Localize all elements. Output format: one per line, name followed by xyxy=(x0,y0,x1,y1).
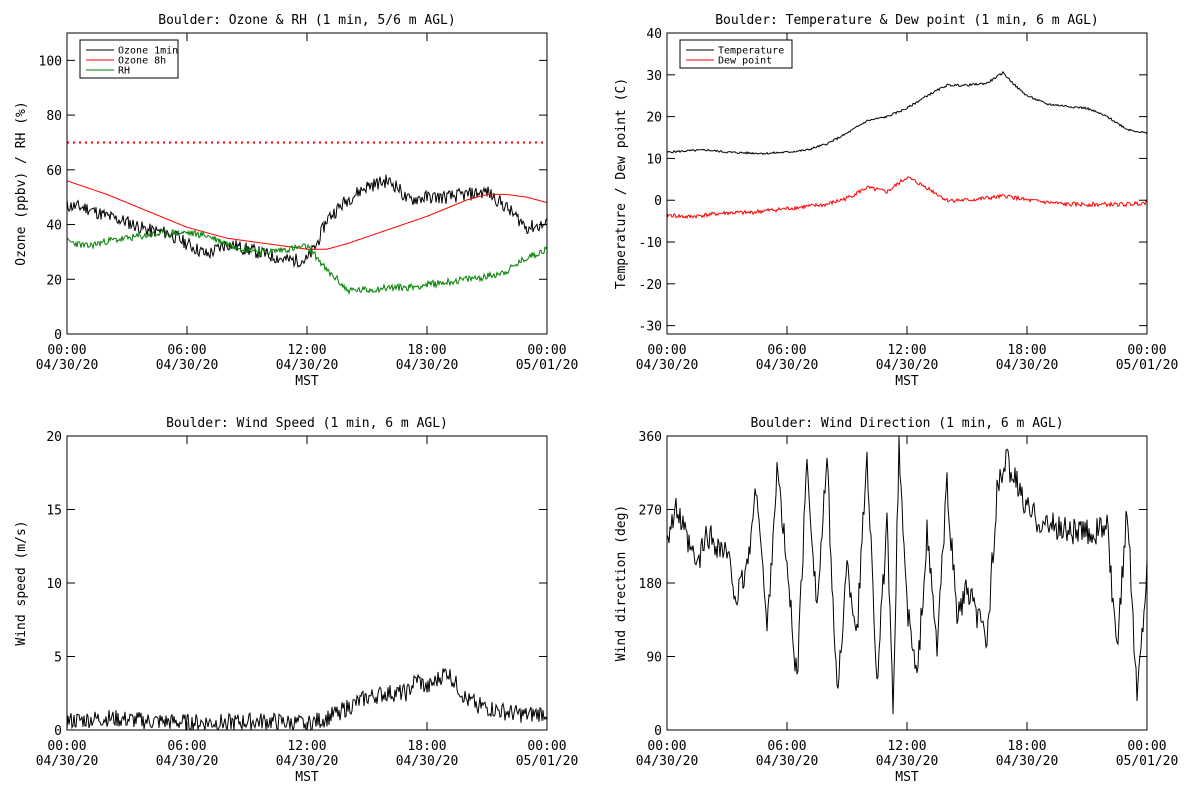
temp-dew-y-tick-label: 40 xyxy=(646,27,662,42)
wind-direction-series-0-line xyxy=(667,436,1147,715)
wind-speed-x-tick-time-label: 00:00 xyxy=(47,739,86,754)
wind-direction-panel: Boulder: Wind Direction (1 min, 6 m AGL)… xyxy=(614,416,1178,785)
temp-dew-x-tick-time-label: 12:00 xyxy=(887,343,926,358)
ozone-rh-y-tick-label: 60 xyxy=(46,164,62,179)
legend-entry-ozone-1min: Ozone 1min xyxy=(118,46,178,57)
wind-direction-y-tick-label: 90 xyxy=(646,651,662,666)
wind-direction-x-tick-date-label: 04/30/20 xyxy=(876,754,939,769)
wind-direction-x-tick-date-label: 05/01/20 xyxy=(1116,754,1179,769)
wind-direction-x-tick-time-label: 18:00 xyxy=(1007,739,1046,754)
ozone-rh-x-axis-label: MST xyxy=(295,374,319,389)
temp-dew-x-tick-date-label: 05/01/20 xyxy=(1116,358,1179,373)
ozone-rh-y-tick-label: 40 xyxy=(46,219,62,234)
ozone-rh-series-ozone-1min-line xyxy=(67,174,547,269)
wind-direction-title: Boulder: Wind Direction (1 min, 6 m AGL) xyxy=(750,416,1063,431)
wind-direction-x-tick-time-label: 00:00 xyxy=(647,739,686,754)
wind-speed-series-0-line xyxy=(67,667,547,730)
temp-dew-x-tick-time-label: 00:00 xyxy=(647,343,686,358)
ozone-rh-x-tick-date-label: 04/30/20 xyxy=(276,358,339,373)
ozone-rh-series-ozone-8h-line xyxy=(67,180,547,250)
wind-direction-x-axis-label: MST xyxy=(895,770,919,785)
wind-direction-y-tick-label: 360 xyxy=(639,430,662,445)
temp-dew-y-tick-label: 10 xyxy=(646,152,662,167)
wind-speed-x-tick-date-label: 04/30/20 xyxy=(36,754,99,769)
legend-entry-dew-point: Dew point xyxy=(718,56,772,67)
temp-dew-x-tick-date-label: 04/30/20 xyxy=(996,358,1059,373)
temp-dew-legend-box xyxy=(679,39,793,69)
wind-direction-x-tick-date-label: 04/30/20 xyxy=(996,754,1059,769)
wind-speed-y-tick-label: 20 xyxy=(46,430,62,445)
wind-speed-x-tick-time-label: 06:00 xyxy=(167,739,206,754)
ozone-rh-y-tick-label: 80 xyxy=(46,109,62,124)
wind-direction-y-tick-label: 270 xyxy=(639,504,662,519)
wind-speed-x-tick-date-label: 04/30/20 xyxy=(276,754,339,769)
wind-speed-x-tick-time-label: 18:00 xyxy=(407,739,446,754)
wind-speed-y-axis-label: Wind speed (m/s) xyxy=(14,520,29,645)
temp-dew-y-tick-label: 20 xyxy=(646,111,662,126)
temp-dew-y-tick-label: 0 xyxy=(654,194,662,209)
wind-direction-x-tick-time-label: 12:00 xyxy=(887,739,926,754)
temp-dew-series-temperature-line xyxy=(667,70,1147,155)
legend-entry-temperature: Temperature xyxy=(718,46,784,57)
ozone-rh-x-tick-date-label: 04/30/20 xyxy=(36,358,99,373)
temp-dew-x-axis-label: MST xyxy=(895,374,919,389)
ozone-rh-title: Boulder: Ozone & RH (1 min, 5/6 m AGL) xyxy=(158,13,455,28)
ozone-rh-x-tick-time-label: 00:00 xyxy=(47,343,86,358)
ozone-rh-x-tick-date-label: 04/30/20 xyxy=(156,358,219,373)
ozone-rh-x-tick-time-label: 06:00 xyxy=(167,343,206,358)
temp-dew-series-dew-point-line xyxy=(667,176,1147,220)
wind-speed-x-tick-time-label: 12:00 xyxy=(287,739,326,754)
temp-dew-x-tick-date-label: 04/30/20 xyxy=(876,358,939,373)
temp-dew-x-tick-date-label: 04/30/20 xyxy=(756,358,819,373)
wind-speed-x-axis-label: MST xyxy=(295,770,319,785)
wind-speed-y-tick-label: 15 xyxy=(46,504,62,519)
wind-speed-x-tick-date-label: 04/30/20 xyxy=(156,754,219,769)
wind-direction-x-tick-time-label: 00:00 xyxy=(1127,739,1166,754)
temp-dew-title: Boulder: Temperature & Dew point (1 min,… xyxy=(715,13,1099,28)
wind-speed-panel: Boulder: Wind Speed (1 min, 6 m AGL) Win… xyxy=(14,416,578,785)
wind-direction-y-axis-label: Wind direction (deg) xyxy=(614,505,629,662)
temp-dew-y-tick-label: -10 xyxy=(639,236,662,251)
ozone-rh-legend-box xyxy=(79,39,179,79)
wind-speed-x-tick-time-label: 00:00 xyxy=(527,739,566,754)
wind-direction-y-tick-label: 0 xyxy=(654,724,662,739)
wind-direction-x-tick-date-label: 04/30/20 xyxy=(636,754,699,769)
temp-dew-panel: Boulder: Temperature & Dew point (1 min,… xyxy=(614,13,1178,389)
temp-dew-x-tick-time-label: 06:00 xyxy=(767,343,806,358)
wind-direction-x-tick-time-label: 06:00 xyxy=(767,739,806,754)
ozone-rh-x-tick-date-label: 05/01/20 xyxy=(516,358,579,373)
legend-entry-ozone-8h: Ozone 8h xyxy=(118,56,166,67)
legend-entry-rh: RH xyxy=(118,66,130,77)
ozone-rh-y-tick-label: 20 xyxy=(46,273,62,288)
wind-speed-y-tick-label: 10 xyxy=(46,577,62,592)
ozone-rh-x-tick-time-label: 00:00 xyxy=(527,343,566,358)
ozone-rh-series-rh-line xyxy=(67,228,547,296)
wind-direction-x-tick-date-label: 04/30/20 xyxy=(756,754,819,769)
temp-dew-y-axis-label: Temperature / Dew point (C) xyxy=(614,78,629,289)
ozone-rh-panel: Boulder: Ozone & RH (1 min, 5/6 m AGL) O… xyxy=(14,13,578,389)
wind-direction-y-tick-label: 180 xyxy=(639,577,662,592)
wind-speed-y-tick-label: 0 xyxy=(54,724,62,739)
ozone-rh-x-tick-time-label: 18:00 xyxy=(407,343,446,358)
ozone-rh-y-axis-label: Ozone (ppbv) / RH (%) xyxy=(14,101,29,265)
temp-dew-y-tick-label: 30 xyxy=(646,69,662,84)
temp-dew-x-tick-time-label: 18:00 xyxy=(1007,343,1046,358)
wind-speed-x-tick-date-label: 04/30/20 xyxy=(396,754,459,769)
ozone-rh-y-tick-label: 0 xyxy=(54,328,62,343)
temp-dew-y-tick-label: -30 xyxy=(639,320,662,335)
wind-speed-title: Boulder: Wind Speed (1 min, 6 m AGL) xyxy=(166,416,448,431)
ozone-rh-x-tick-time-label: 12:00 xyxy=(287,343,326,358)
temp-dew-x-tick-date-label: 04/30/20 xyxy=(636,358,699,373)
temp-dew-x-tick-time-label: 00:00 xyxy=(1127,343,1166,358)
wind-speed-x-tick-date-label: 05/01/20 xyxy=(516,754,579,769)
wind-speed-y-tick-label: 5 xyxy=(54,651,62,666)
ozone-rh-x-tick-date-label: 04/30/20 xyxy=(396,358,459,373)
temp-dew-y-tick-label: -20 xyxy=(639,278,662,293)
ozone-rh-y-tick-label: 100 xyxy=(39,54,62,69)
